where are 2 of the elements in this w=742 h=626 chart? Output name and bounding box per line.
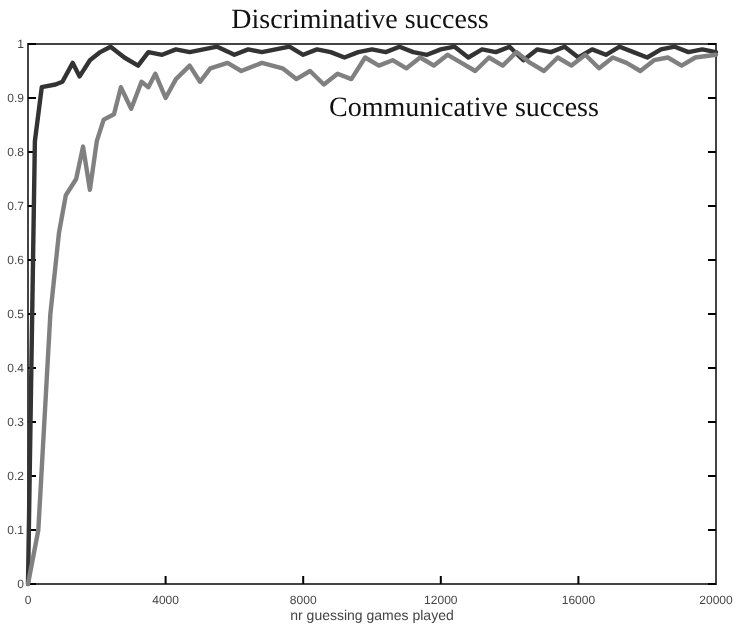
series-label: Communicative success bbox=[329, 94, 599, 124]
series-label: Discriminative success bbox=[231, 6, 489, 36]
